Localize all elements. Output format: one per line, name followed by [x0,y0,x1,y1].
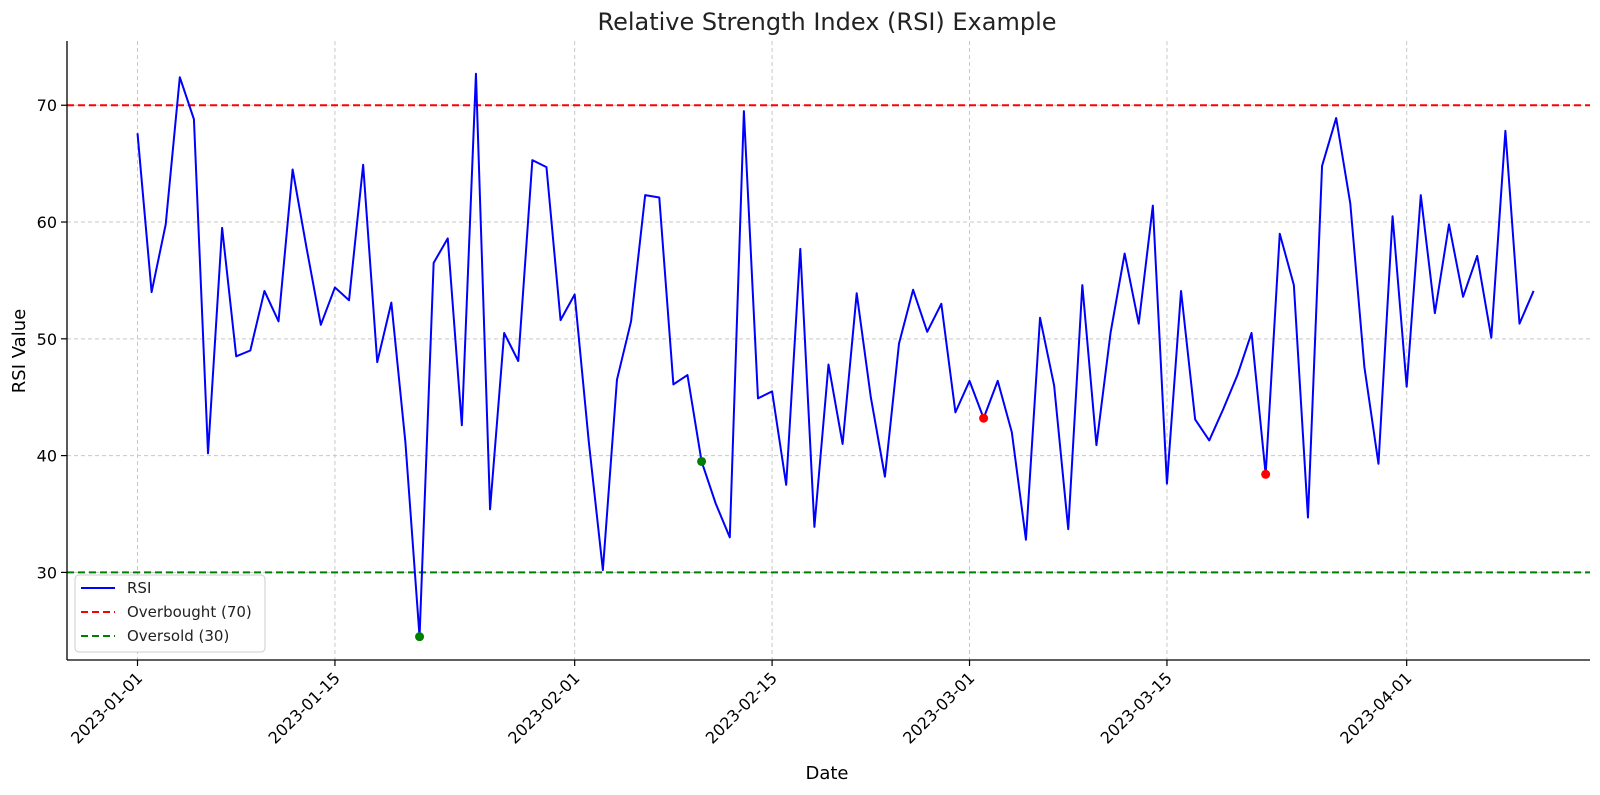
y-axis-title: RSI Value [9,309,30,393]
x-tick-label: 2023-01-15 [265,668,344,747]
legend-label-overbought: Overbought (70) [127,603,252,621]
legend-label-oversold: Oversold (30) [127,627,229,645]
sell-signal-marker [979,413,989,423]
signal-markers [415,413,1271,642]
y-tick-label: 50 [37,330,57,349]
legend: RSI Overbought (70) Oversold (30) [74,574,266,653]
x-ticks: 2023-01-01 2023-01-15 2023-02-01 2023-02-15… [67,660,1416,748]
chart-title: Relative Strength Index (RSI) Example [597,8,1056,36]
x-tick-label: 2023-02-15 [702,668,781,747]
axes [66,41,1590,661]
y-tick-label: 30 [37,563,57,582]
legend-label-rsi: RSI [127,579,151,597]
y-tick-label: 60 [37,213,57,232]
reference-lines [67,104,1590,574]
y-tick-label: 70 [37,96,57,115]
grid [67,41,1590,660]
sell-signal-marker [1261,469,1271,479]
y-ticks: 30 40 50 60 70 [37,96,67,582]
rsi-line [136,72,1535,638]
x-tick-label: 2023-02-01 [504,668,583,747]
legend-box [74,574,266,653]
buy-signal-marker [697,456,707,466]
buy-signal-marker [415,632,425,642]
x-tick-label: 2023-04-01 [1336,668,1415,747]
x-axis-title: Date [805,763,848,784]
series [136,72,1535,638]
x-tick-label: 2023-01-01 [67,668,146,747]
x-tick-label: 2023-03-01 [899,668,978,747]
y-tick-label: 40 [37,447,57,466]
x-tick-label: 2023-03-15 [1097,668,1176,747]
